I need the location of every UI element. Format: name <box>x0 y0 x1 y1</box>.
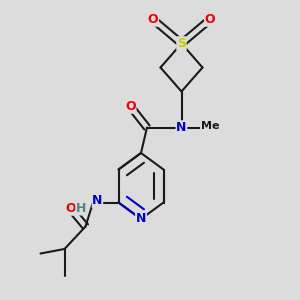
Text: N: N <box>92 194 103 208</box>
Text: O: O <box>65 202 76 215</box>
Text: O: O <box>205 13 215 26</box>
Text: O: O <box>148 13 158 26</box>
Text: O: O <box>125 100 136 113</box>
Text: H: H <box>76 202 86 215</box>
Text: N: N <box>176 121 187 134</box>
Text: Me: Me <box>201 121 219 131</box>
Text: S: S <box>177 37 186 50</box>
Text: N: N <box>136 212 146 226</box>
